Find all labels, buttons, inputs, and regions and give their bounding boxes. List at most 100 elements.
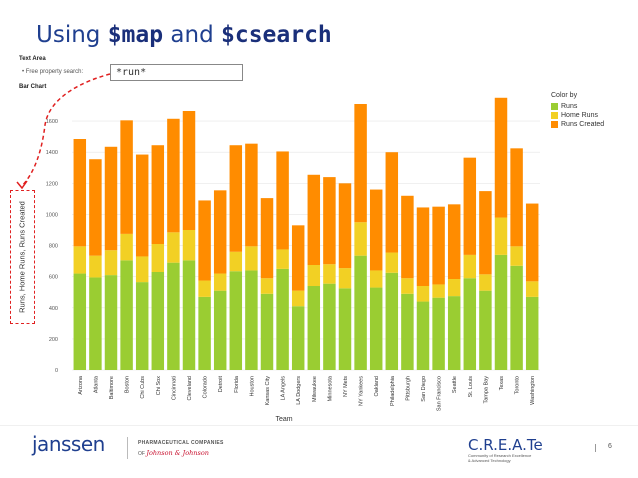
y-tick-label: 400: [49, 306, 58, 312]
legend-swatch-home-runs: [551, 112, 558, 119]
bar-runs-created: [276, 151, 289, 250]
bar-runs-created: [447, 204, 461, 279]
bar-home-runs: [510, 246, 523, 266]
bar-home-runs: [151, 244, 165, 272]
y-tick-label: 1200: [46, 181, 58, 187]
x-tick-label: Atlanta: [93, 375, 99, 393]
bar-runs: [182, 260, 196, 370]
x-tick-label: Cleveland: [187, 376, 193, 400]
create-sub-line1: Community of Research Excellence: [468, 453, 532, 458]
y-tick-label: 1600: [46, 119, 58, 125]
bar-runs: [463, 278, 477, 370]
bar-runs-created: [120, 120, 133, 234]
y-tick-label: 200: [49, 337, 58, 343]
janssen-logo: janssen: [32, 432, 105, 456]
x-tick-label: Seattle: [452, 376, 458, 393]
bar-home-runs: [307, 265, 321, 286]
search-input[interactable]: *run*: [110, 64, 243, 81]
x-tick-label: Baltimore: [109, 376, 115, 399]
y-tick-label: 0: [55, 368, 58, 374]
legend-item-home-runs[interactable]: Home Runs: [551, 111, 604, 120]
bar-runs: [354, 255, 367, 370]
x-tick-label: LA Angels: [281, 376, 287, 401]
x-tick-label: San Francisco: [437, 376, 443, 411]
x-tick-label: Pittsburgh: [405, 376, 411, 401]
bar-runs-created: [432, 206, 445, 285]
bar-home-runs: [494, 217, 508, 255]
bar-runs-created: [401, 195, 414, 279]
bar-runs-created: [510, 148, 523, 247]
bar-home-runs: [369, 270, 383, 288]
x-tick-label: Washington: [530, 376, 536, 405]
title-code-csearch: $csearch: [221, 22, 332, 48]
bar-runs-created: [198, 200, 211, 281]
jj-logo: Johnson & Johnson: [146, 449, 209, 457]
legend-label-runs-created: Runs Created: [561, 121, 605, 128]
bar-home-runs: [89, 255, 102, 278]
bar-runs-created: [291, 225, 305, 291]
bar-home-runs: [385, 252, 399, 273]
bar-runs: [525, 296, 539, 370]
x-tick-label: Cincinnati: [171, 376, 177, 400]
bar-runs: [385, 272, 399, 370]
bar-runs-created: [182, 111, 196, 230]
bar-home-runs: [182, 230, 196, 261]
x-tick-label: Milwaukee: [312, 376, 318, 402]
bar-runs-created: [416, 207, 430, 286]
bar-runs: [104, 275, 118, 370]
bar-home-runs: [525, 281, 539, 297]
bar-runs: [167, 262, 180, 370]
x-tick-label: Houston: [249, 376, 255, 397]
x-tick-label: Florida: [234, 375, 240, 393]
x-tick-label: LA Dodgers: [296, 376, 302, 405]
bar-runs: [135, 282, 149, 370]
legend-label-runs: Runs: [561, 103, 578, 110]
bar-runs-created: [89, 159, 102, 256]
bar-home-runs: [354, 222, 367, 256]
bar-home-runs: [463, 254, 477, 279]
bar-runs-created: [494, 97, 508, 218]
bar-runs-created: [525, 203, 539, 282]
legend-item-runs-created[interactable]: Runs Created: [551, 120, 604, 129]
bar-chart-label: Bar Chart: [19, 84, 47, 90]
bar-runs: [338, 288, 352, 370]
bar-runs: [245, 270, 258, 370]
bar-runs-created: [151, 145, 165, 244]
x-tick-label: Colorado: [203, 376, 209, 398]
bar-runs: [229, 271, 243, 370]
x-tick-label: Toronto: [515, 376, 521, 394]
bar-runs-created: [307, 174, 321, 265]
legend-label-home-runs: Home Runs: [561, 112, 598, 119]
x-tick-label: Boston: [125, 376, 131, 393]
bar-runs: [401, 293, 414, 370]
bar-runs-created: [167, 118, 180, 233]
bar-runs-created: [369, 189, 383, 271]
legend-item-runs[interactable]: Runs: [551, 102, 604, 111]
bar-home-runs: [432, 284, 445, 298]
create-sub-line2: & Advanced Technology: [468, 458, 511, 463]
search-label: • Free property search:: [22, 69, 84, 75]
legend: Color by Runs Home Runs Runs Created: [551, 92, 604, 129]
x-tick-label: St. Louis: [468, 376, 474, 398]
text-area-label: Text Area: [19, 56, 46, 62]
bar-home-runs: [120, 233, 133, 261]
y-tick-label: 800: [49, 244, 58, 250]
footer-divider: [0, 425, 638, 426]
bar-runs-created: [104, 146, 118, 251]
bar-runs: [447, 296, 461, 370]
bar-runs: [432, 297, 445, 370]
bar-runs-created: [229, 145, 243, 252]
bar-runs: [213, 290, 227, 370]
x-tick-label: Chi Cubs: [140, 376, 146, 399]
bar-runs: [198, 296, 211, 370]
bar-runs: [260, 293, 274, 370]
x-tick-label: Minnesota: [327, 375, 333, 401]
bar-home-runs: [229, 251, 243, 272]
bar-home-runs: [260, 278, 274, 294]
title-prefix: Using: [36, 22, 108, 48]
bar-home-runs: [73, 246, 87, 274]
legend-swatch-runs: [551, 103, 558, 110]
x-tick-label: Detroit: [218, 376, 224, 393]
bar-home-runs: [416, 286, 430, 302]
